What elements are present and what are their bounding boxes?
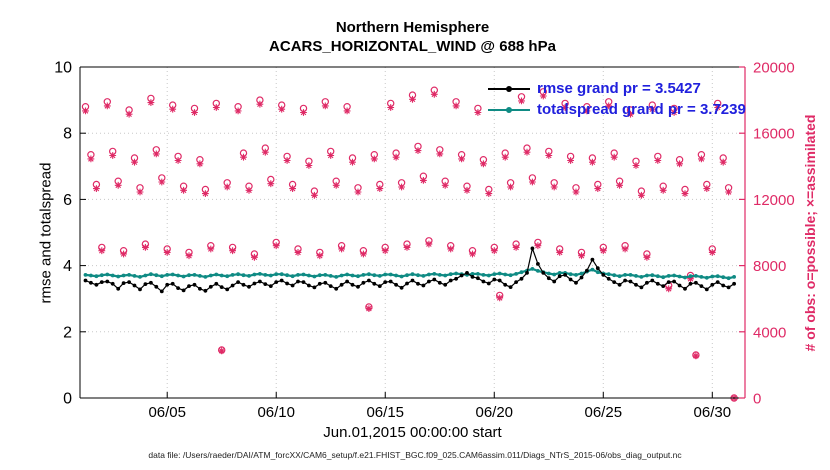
y-axis-right-ticks: 0 4000 8000 12000 16000 20000 [739,60,795,408]
svg-text:06/05: 06/05 [148,404,186,421]
x-axis-label: Jun.01,2015 00:00:00 start [323,424,502,441]
legend-dot-icon [506,85,512,92]
grid-lines [80,67,745,398]
legend-label-rmse: rmse grand pr = 3.5427 [537,80,701,97]
axes-box [79,66,746,399]
chart-title: Northern Hemisphere ACARS_HORIZONTAL_WIN… [80,18,745,56]
svg-text:2: 2 [63,324,72,341]
x-axis-ticks: 06/05 06/10 06/15 06/20 06/25 06/30 [148,392,731,421]
y-axis-left-label: rmse and totalspread [37,162,55,304]
svg-text:8: 8 [63,126,72,143]
svg-text:0: 0 [63,391,72,408]
svg-text:06/15: 06/15 [366,404,404,421]
svg-text:06/25: 06/25 [585,404,623,421]
svg-text:0: 0 [753,391,761,408]
svg-text:06/30: 06/30 [694,404,732,421]
svg-text:06/20: 06/20 [475,404,513,421]
svg-text:20000: 20000 [753,60,795,77]
legend-row-rmse: rmse grand pr = 3.5427 [488,78,746,99]
possible-obs-markers [81,86,738,402]
legend-label-totalspread: totalspread grand pr = 3.7239 [537,101,746,118]
y-axis-right-label: # of obs: o=possible; ×=assimilated [802,114,818,352]
legend-line-sample-rmse [488,85,530,92]
svg-text:12000: 12000 [753,192,795,209]
svg-text:6: 6 [63,192,72,209]
svg-text:06/10: 06/10 [257,404,295,421]
svg-text:16000: 16000 [753,126,795,143]
legend-dot-icon [506,106,512,113]
rmse-line [83,246,736,294]
svg-text:4: 4 [63,258,72,275]
legend: rmse grand pr = 3.5427 totalspread grand… [488,78,746,120]
svg-text:10: 10 [54,60,72,77]
chart-title-line2: ACARS_HORIZONTAL_WIND @ 688 hPa [269,38,556,55]
legend-line-sample-totalspread [488,106,530,113]
assimilated-obs-markers [82,90,738,402]
data-file-caption: data file: /Users/raeder/DAI/ATM_forcXX/… [148,450,682,460]
svg-text:8000: 8000 [753,258,786,275]
legend-row-totalspread: totalspread grand pr = 3.7239 [488,99,746,120]
chart-title-line1: Northern Hemisphere [335,19,490,36]
totalspread-line [83,267,736,281]
svg-text:4000: 4000 [753,324,786,341]
y-axis-left-ticks: 0 2 4 6 8 10 [54,60,86,408]
